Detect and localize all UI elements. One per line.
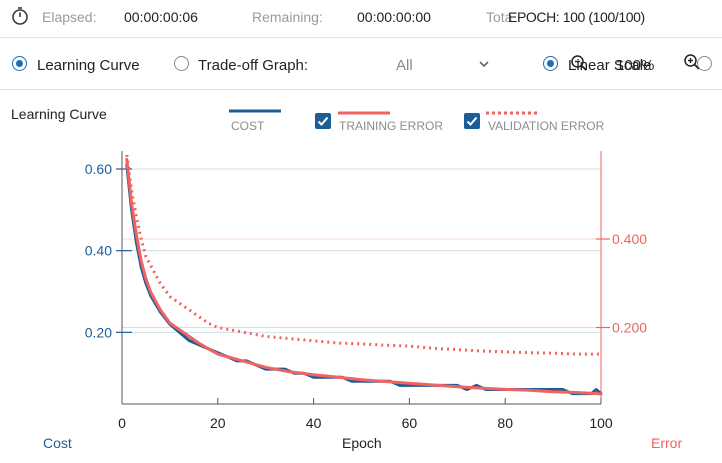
- y-right-tick-label: 0.400: [612, 231, 647, 247]
- checkmark-icon: [317, 116, 329, 126]
- cost-legend-label: COST: [231, 119, 265, 133]
- dropdown-selected-value: All: [396, 57, 413, 74]
- training-error-checkbox[interactable]: [315, 113, 331, 129]
- x-axis-title: Epoch: [342, 435, 382, 451]
- total-label: Tota: [486, 9, 513, 25]
- zoom-in-icon[interactable]: [683, 53, 701, 71]
- y-left-tick-label: 0.20: [85, 324, 112, 340]
- view-toolbar: Learning Curve Trade-off Graph: All Line…: [0, 38, 722, 90]
- training-error-legend-swatch: [338, 111, 390, 115]
- x-tick-label: 80: [497, 415, 513, 431]
- elapsed-value: 00:00:00:06: [124, 9, 198, 25]
- y-left-tick-label: 0.60: [85, 161, 112, 177]
- graph-filter-dropdown[interactable]: All: [388, 51, 498, 77]
- x-tick-label: 20: [210, 415, 226, 431]
- chart-panel-title: Learning Curve: [11, 106, 107, 122]
- zoom-level: 100%: [616, 57, 655, 74]
- chevron-down-icon: [479, 61, 489, 68]
- x-tick-label: 60: [402, 415, 418, 431]
- training-error-series-line: [125, 157, 603, 396]
- x-tick-label: 40: [306, 415, 322, 431]
- checkmark-icon: [466, 116, 478, 126]
- remaining-value: 00:00:00:00: [357, 9, 431, 25]
- timer-icon: [12, 7, 28, 25]
- zoom-out-icon[interactable]: [570, 54, 588, 72]
- validation-error-legend-swatch: [486, 111, 540, 115]
- validation-error-checkbox[interactable]: [464, 113, 480, 129]
- y-right-tick-label: 0.200: [612, 320, 647, 336]
- validation-error-legend-label: VALIDATION ERROR: [488, 119, 605, 133]
- y-left-axis-title: Cost: [43, 435, 72, 451]
- x-tick-label: 100: [589, 415, 613, 431]
- linear-scale-radio[interactable]: [543, 56, 558, 71]
- epoch-progress: EPOCH: 100 (100/100): [508, 9, 645, 25]
- y-right-axis-title: Error: [651, 435, 683, 451]
- cost-series-line: [125, 163, 603, 396]
- remaining-label: Remaining:: [252, 9, 323, 25]
- x-tick-label: 0: [118, 415, 126, 431]
- learning-curve-option-label[interactable]: Learning Curve: [37, 57, 140, 74]
- learning-curve-radio[interactable]: [12, 56, 27, 71]
- elapsed-label: Elapsed:: [42, 9, 97, 25]
- stats-bar: Elapsed: 00:00:00:06 Remaining: 00:00:00…: [0, 0, 722, 38]
- tradeoff-graph-radio[interactable]: [174, 56, 189, 71]
- cost-legend-swatch: [229, 109, 281, 113]
- validation-error-series-line: [125, 154, 601, 356]
- y-left-tick-label: 0.40: [85, 243, 112, 259]
- training-error-legend-label: TRAINING ERROR: [339, 119, 444, 133]
- tradeoff-graph-option-label[interactable]: Trade-off Graph:: [198, 57, 309, 74]
- linear-scale-label[interactable]: Linear Scale: [568, 57, 652, 74]
- zoom-reset-radio[interactable]: [697, 56, 712, 71]
